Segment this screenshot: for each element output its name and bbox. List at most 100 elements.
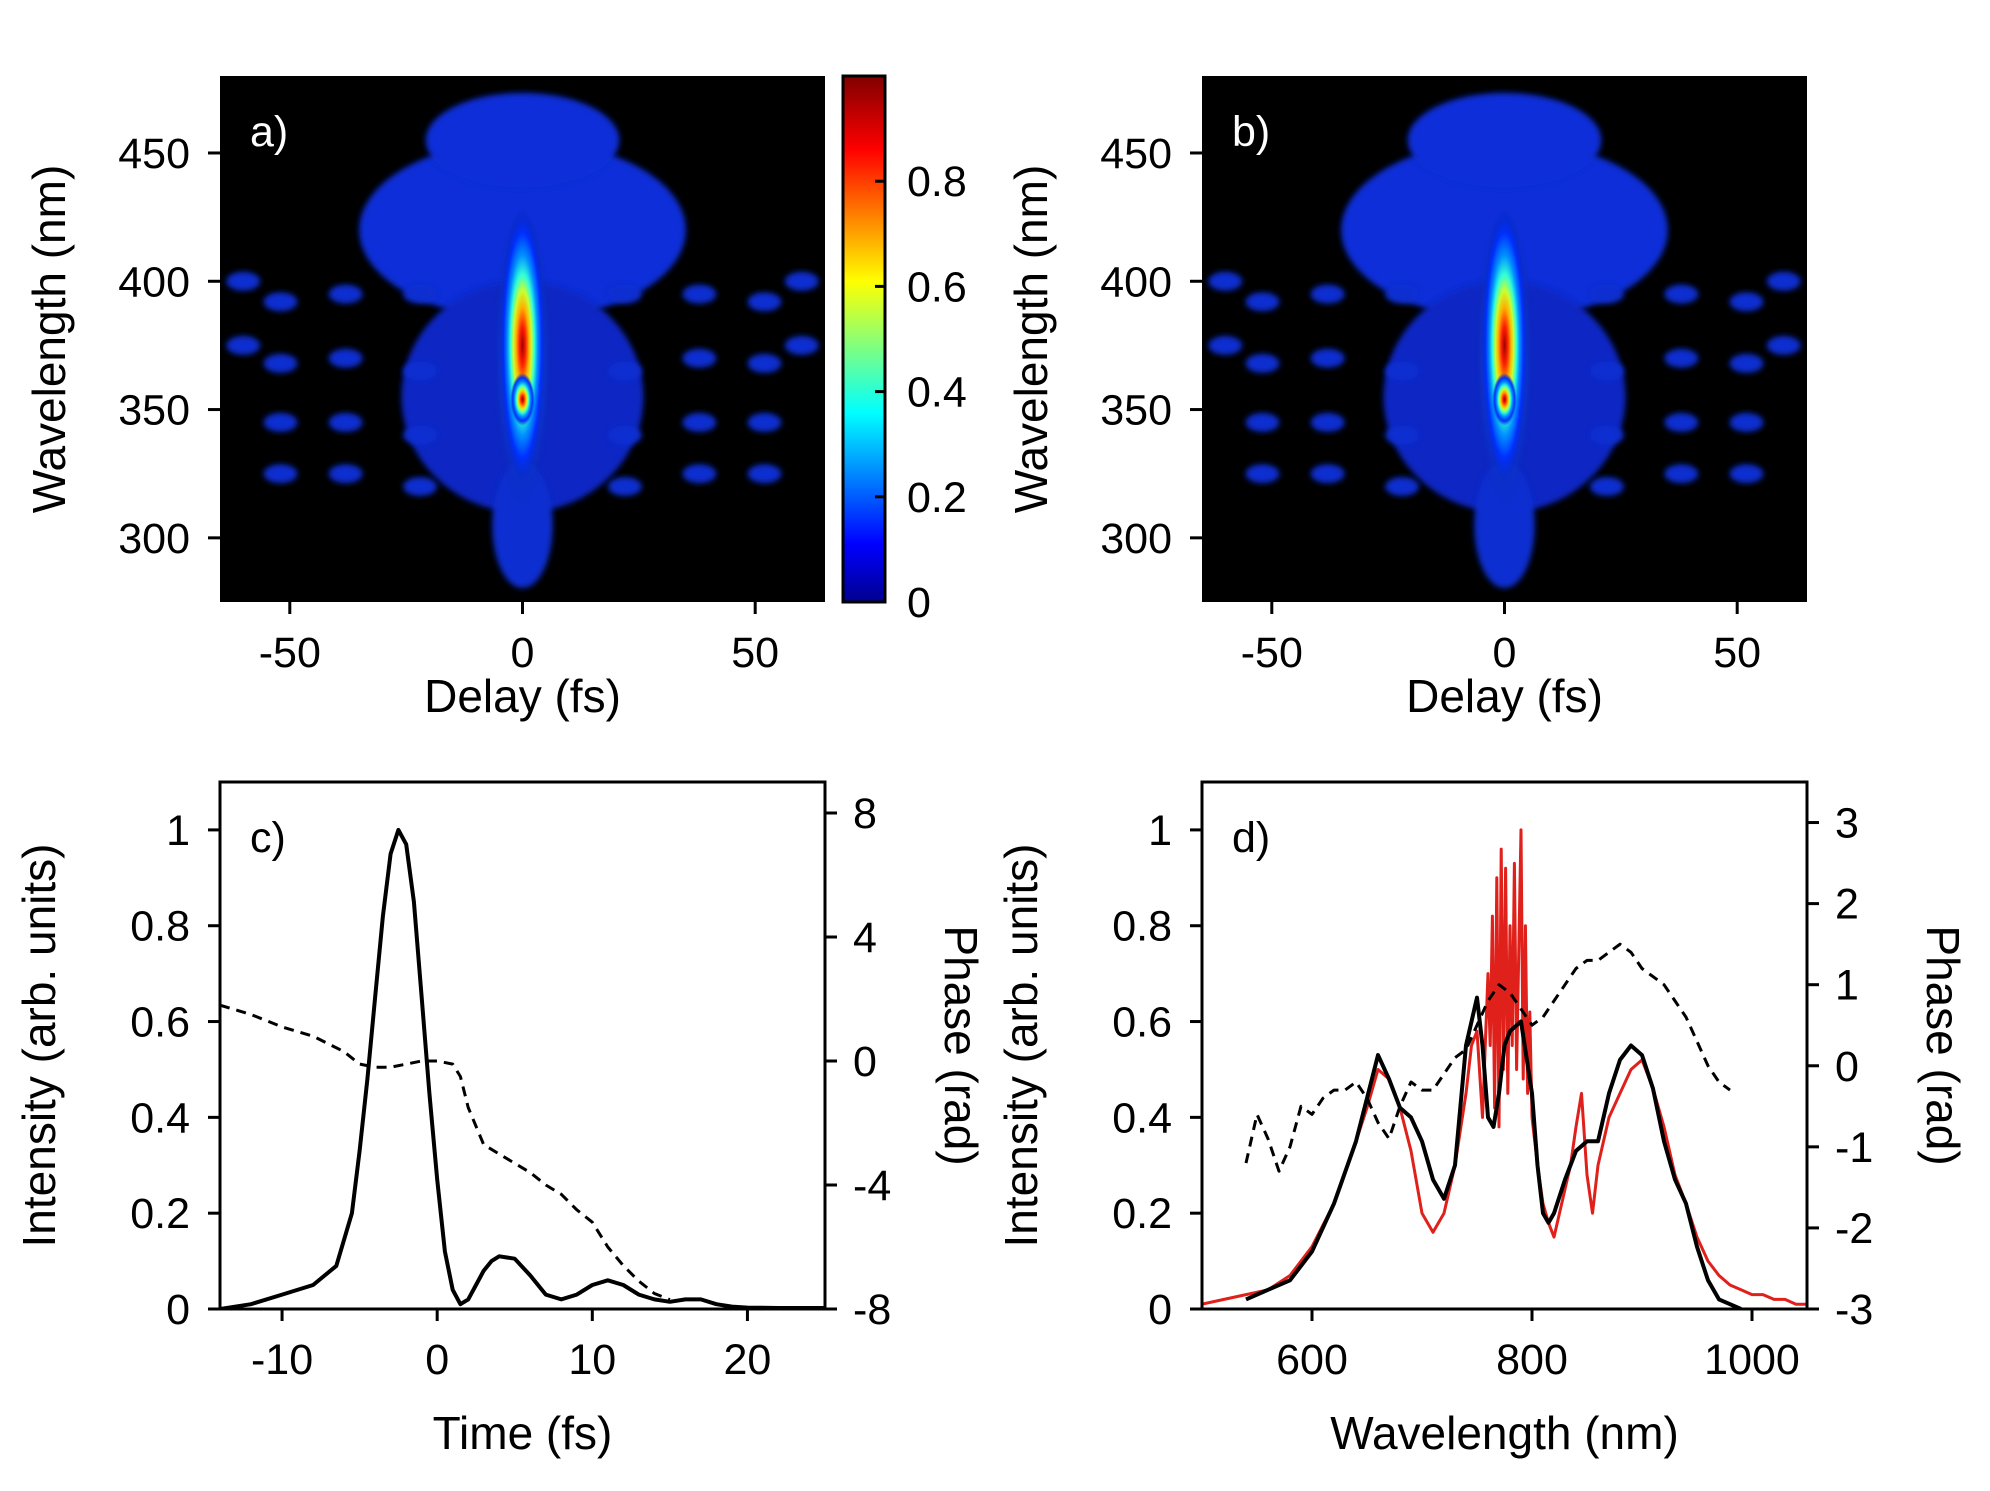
heatmap-fringe bbox=[607, 361, 642, 381]
y2-tick-label: 3 bbox=[1835, 800, 1859, 848]
panel-label: a) bbox=[250, 108, 288, 156]
y-tick-label: 0.2 bbox=[1112, 1190, 1172, 1238]
x-tick-label: 1000 bbox=[1704, 1336, 1800, 1384]
y-tick-label: 0.2 bbox=[130, 1190, 190, 1238]
panel-a: -50 0 50 300 350 400 450 Delay (fs) Wavelength (… bbox=[23, 76, 825, 722]
series-line-phase bbox=[220, 1003, 671, 1302]
y-axis-label: Wavelength (nm) bbox=[1005, 165, 1057, 514]
heatmap-fringe bbox=[226, 335, 261, 355]
colorbar-tick-label: 0.2 bbox=[907, 474, 967, 522]
y-tick-label: 0.8 bbox=[1112, 903, 1172, 951]
heatmap-b-image bbox=[1208, 92, 1801, 589]
heatmap-secondary-peak bbox=[510, 372, 535, 426]
y2-tick-label: -4 bbox=[853, 1162, 891, 1210]
axes-frame bbox=[1200, 780, 1809, 1311]
panel-d: 600 800 1000 0 0.2 0.4 0.6 0.8 1 -3 -2 -1 0 1 2 3 Phase … bbox=[995, 780, 1969, 1459]
y-tick-label: 0.6 bbox=[1112, 999, 1172, 1047]
y2-tick-label: 0 bbox=[1835, 1043, 1859, 1091]
heatmap-fringe bbox=[263, 353, 298, 373]
x-tick-label: 0 bbox=[511, 629, 535, 677]
heatmap-envelope bbox=[425, 92, 620, 188]
y2-tick-label: 2 bbox=[1835, 881, 1859, 929]
heatmap-fringe bbox=[607, 284, 642, 304]
heatmap-fringe bbox=[328, 348, 363, 368]
panel-b: -50 0 50 300 350 400 450 Delay (fs) Wavelength (… bbox=[1005, 76, 1807, 722]
heatmap-fringe bbox=[1310, 464, 1345, 484]
heatmap-envelope bbox=[1407, 92, 1602, 188]
heatmap-fringe bbox=[1245, 353, 1280, 373]
heatmap-fringe bbox=[1664, 284, 1699, 304]
x-tick-label: -50 bbox=[1241, 629, 1303, 677]
heatmap-fringe bbox=[226, 271, 261, 291]
y2-axis-label: Phase (rad) bbox=[935, 925, 987, 1165]
heatmap-fringe bbox=[1385, 477, 1420, 497]
heatmap-fringe bbox=[263, 464, 298, 484]
heatmap-fringe bbox=[747, 464, 782, 484]
heatmap-fringe bbox=[682, 464, 717, 484]
heatmap-a-image bbox=[226, 92, 819, 589]
x-tick-label: 600 bbox=[1276, 1336, 1348, 1384]
y2-tick-label: 4 bbox=[853, 914, 877, 962]
x-tick-label: 800 bbox=[1496, 1336, 1568, 1384]
heatmap-fringe bbox=[1208, 335, 1243, 355]
heatmap-fringe bbox=[784, 271, 819, 291]
y2-tick-label: -8 bbox=[853, 1286, 891, 1334]
x-axis-label: Delay (fs) bbox=[424, 670, 621, 722]
heatmap-fringe bbox=[328, 284, 363, 304]
y-tick-label: 300 bbox=[118, 515, 190, 563]
y-tick-label: 1 bbox=[1148, 807, 1172, 855]
y2-axis-label: Phase (rad) bbox=[1917, 925, 1969, 1165]
heatmap-fringe bbox=[1729, 292, 1764, 312]
heatmap-stem bbox=[492, 461, 553, 589]
y-axis-label: Wavelength (nm) bbox=[23, 165, 75, 514]
heatmap-fringe bbox=[1245, 412, 1280, 432]
series-line-intensity bbox=[220, 827, 825, 1309]
colorbar-tick-label: 0.6 bbox=[907, 263, 967, 311]
heatmap-fringe bbox=[263, 412, 298, 432]
x-tick-label: 0 bbox=[425, 1336, 449, 1384]
heatmap-fringe bbox=[403, 361, 438, 381]
heatmap-fringe bbox=[607, 425, 642, 445]
heatmap-fringe bbox=[1310, 284, 1345, 304]
x-tick-label: 20 bbox=[724, 1336, 772, 1384]
heatmap-fringe bbox=[1589, 425, 1624, 445]
heatmap-fringe bbox=[747, 353, 782, 373]
y-tick-label: 0 bbox=[166, 1286, 190, 1334]
y2-tick-label: 1 bbox=[1835, 962, 1859, 1010]
heatmap-fringe bbox=[1245, 292, 1280, 312]
heatmap-fringe bbox=[682, 284, 717, 304]
heatmap-fringe bbox=[1589, 361, 1624, 381]
heatmap-fringe bbox=[1385, 425, 1420, 445]
x-tick-label: -10 bbox=[251, 1336, 313, 1384]
colorbar-gradient bbox=[841, 74, 887, 604]
colorbar: 0 0.2 0.4 0.6 0.8 bbox=[841, 74, 967, 627]
y-tick-label: 0.4 bbox=[1112, 1094, 1172, 1142]
x-tick-label: 0 bbox=[1493, 629, 1517, 677]
heatmap-fringe bbox=[1729, 464, 1764, 484]
panel-label: b) bbox=[1232, 108, 1270, 156]
y-axis-label: Intensity (arb. units) bbox=[13, 844, 65, 1248]
heatmap-fringe bbox=[1589, 284, 1624, 304]
heatmap-fringe bbox=[1385, 361, 1420, 381]
heatmap-fringe bbox=[1245, 464, 1280, 484]
y-tick-label: 0.6 bbox=[130, 999, 190, 1047]
heatmap-fringe bbox=[403, 477, 438, 497]
x-tick-label: -50 bbox=[259, 629, 321, 677]
x-tick-label: 50 bbox=[731, 629, 779, 677]
heatmap-fringe bbox=[1664, 348, 1699, 368]
heatmap-fringe bbox=[1385, 284, 1420, 304]
axes-frame bbox=[218, 780, 827, 1311]
heatmap-fringe bbox=[747, 292, 782, 312]
heatmap-peak bbox=[1481, 208, 1528, 483]
y-tick-label: 450 bbox=[1100, 130, 1172, 178]
x-tick-label: 50 bbox=[1713, 629, 1761, 677]
y-axis-label: Intensity (arb. units) bbox=[995, 844, 1047, 1248]
y-tick-label: 400 bbox=[118, 258, 190, 306]
heatmap-fringe bbox=[682, 348, 717, 368]
heatmap-fringe bbox=[1589, 477, 1624, 497]
y2-tick-label: 0 bbox=[853, 1038, 877, 1086]
heatmap-fringe bbox=[1310, 412, 1345, 432]
panel-c: -10 0 10 20 0 0.2 0.4 0.6 0.8 1 -8 -4 0 4 8 Phase (rad)… bbox=[13, 780, 987, 1459]
heatmap-fringe bbox=[1766, 271, 1801, 291]
colorbar-tick-label: 0.8 bbox=[907, 158, 967, 206]
